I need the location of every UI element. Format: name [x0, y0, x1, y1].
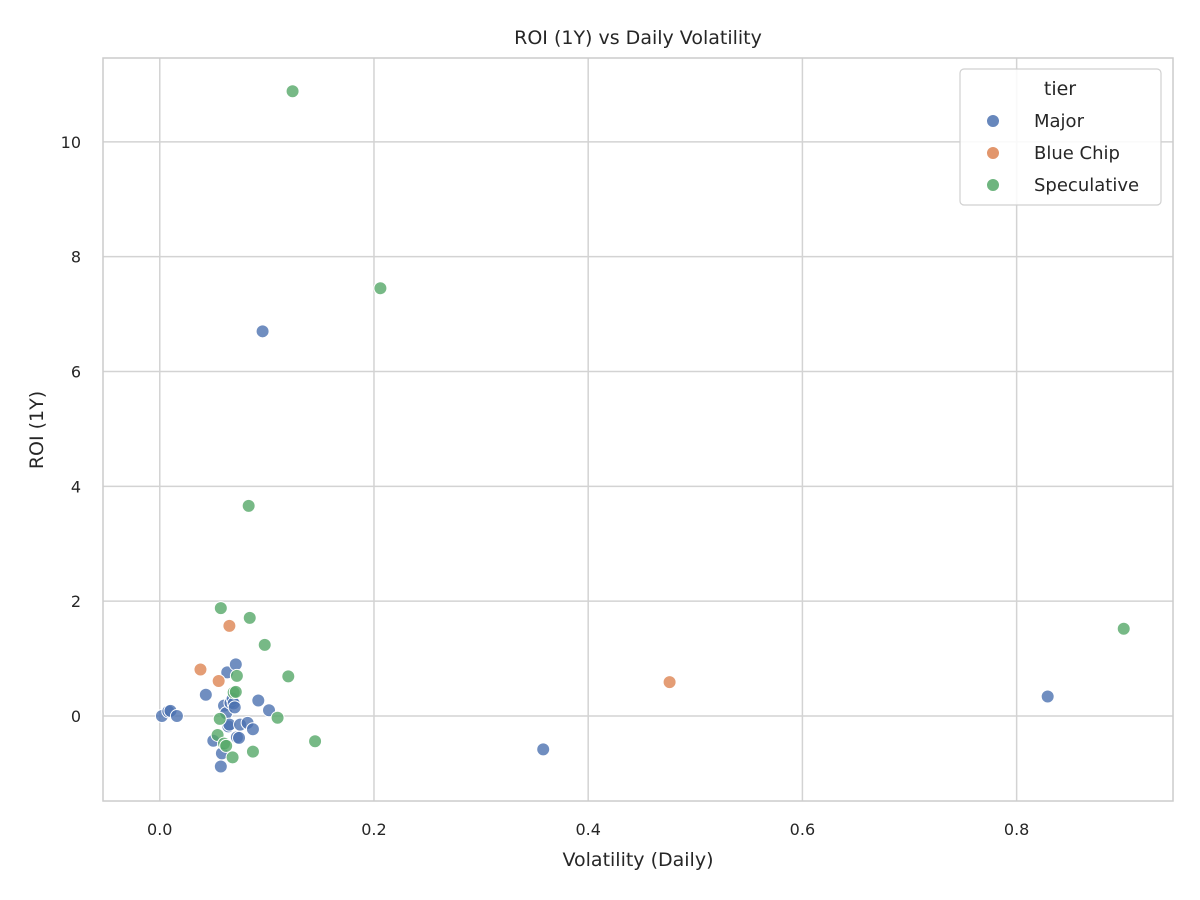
- data-point-speculative: [257, 637, 272, 652]
- data-point-major: [536, 742, 551, 757]
- legend-marker-blue-chip: [986, 146, 1000, 160]
- y-tick-label: 4: [71, 477, 81, 496]
- y-tick-labels: 0 2 4 6 8 10: [61, 133, 81, 726]
- data-point-speculative: [270, 710, 285, 725]
- data-point-speculative: [373, 281, 388, 296]
- data-point-speculative: [241, 498, 256, 513]
- data-point-speculative: [212, 711, 227, 726]
- data-point-speculative: [229, 668, 244, 683]
- data-point-speculative: [308, 734, 323, 749]
- data-point-speculative: [281, 669, 296, 684]
- data-point-blue-chip: [211, 673, 226, 688]
- data-point-major: [228, 657, 243, 672]
- data-point-speculative: [219, 738, 234, 753]
- x-tick-label: 0.0: [147, 820, 172, 839]
- data-point-major: [255, 324, 270, 339]
- data-point-blue-chip: [222, 618, 237, 633]
- y-tick-label: 8: [71, 248, 81, 267]
- legend: tier Major Blue Chip Speculative: [959, 68, 1162, 206]
- data-point-speculative: [245, 744, 260, 759]
- x-tick-label: 0.4: [575, 820, 600, 839]
- x-tick-label: 0.8: [1004, 820, 1029, 839]
- data-point-speculative: [242, 610, 257, 625]
- data-point-blue-chip: [193, 662, 208, 677]
- legend-entries: Major Blue Chip Speculative: [986, 111, 1139, 196]
- y-tick-label: 2: [71, 592, 81, 611]
- data-point-major: [213, 759, 228, 774]
- legend-title: tier: [1044, 78, 1076, 100]
- data-point-speculative: [228, 684, 243, 699]
- data-point-major: [198, 687, 213, 702]
- x-axis-label: Volatility (Daily): [563, 849, 714, 871]
- data-point-speculative: [285, 84, 300, 99]
- legend-marker-speculative: [986, 178, 1000, 192]
- chart-title: ROI (1Y) vs Daily Volatility: [514, 27, 762, 49]
- legend-label-major: Major: [1034, 111, 1085, 132]
- y-tick-label: 6: [71, 363, 81, 382]
- data-point-major: [227, 700, 242, 715]
- legend-box: [959, 68, 1162, 206]
- data-point-major: [232, 730, 247, 745]
- legend-marker-major: [986, 114, 1000, 128]
- data-point-speculative: [213, 601, 228, 616]
- data-points: [154, 84, 1131, 774]
- legend-label-blue-chip: Blue Chip: [1034, 143, 1120, 164]
- data-point-major: [251, 693, 266, 708]
- x-tick-labels: 0.0 0.2 0.4 0.6 0.8: [147, 820, 1029, 839]
- data-point-speculative: [225, 750, 240, 765]
- data-point-major: [169, 709, 184, 724]
- data-point-speculative: [1116, 621, 1131, 636]
- data-point-major: [245, 722, 260, 737]
- y-axis-label: ROI (1Y): [26, 391, 48, 469]
- legend-label-speculative: Speculative: [1034, 175, 1139, 196]
- x-tick-label: 0.2: [361, 820, 386, 839]
- x-tick-label: 0.6: [790, 820, 815, 839]
- plot-frame: [102, 57, 1174, 802]
- data-point-blue-chip: [662, 675, 677, 690]
- data-point-major: [1040, 689, 1055, 704]
- y-tick-label: 0: [71, 707, 81, 726]
- y-tick-label: 10: [61, 133, 81, 152]
